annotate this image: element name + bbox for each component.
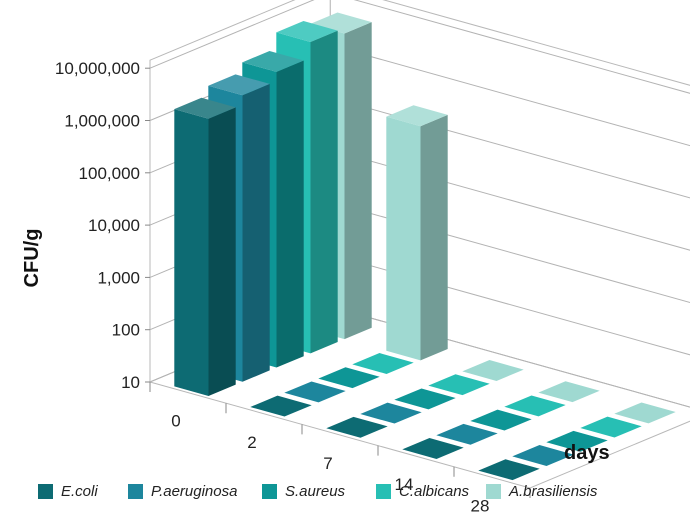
bar: [546, 430, 608, 452]
bars: [174, 12, 676, 481]
bar-top: [394, 388, 456, 410]
bar-top: [478, 459, 540, 481]
bar: [326, 416, 388, 438]
y-tick-label: 1,000,000: [64, 112, 140, 131]
bar: [478, 459, 540, 481]
legend-label: P.aeruginosa: [151, 483, 238, 500]
bar: [402, 438, 464, 459]
y-axis-title: CFU/g: [21, 229, 43, 288]
x-tick-labels: 0 2 7 14 28: [171, 412, 489, 516]
bar-top: [242, 50, 304, 72]
bar-top: [250, 395, 312, 417]
bar-side: [276, 60, 304, 368]
legend-swatch: [128, 484, 143, 499]
bar-top: [470, 409, 532, 431]
bar: [428, 374, 490, 396]
x-tick-label: 7: [323, 454, 332, 473]
bar-top: [614, 402, 676, 424]
y-tick-label: 100,000: [79, 164, 140, 183]
bar: [284, 381, 346, 403]
bar-top: [360, 402, 422, 424]
legend-label: A.brasiliensis: [509, 483, 598, 500]
bar-side: [344, 22, 372, 340]
bar-front: [386, 116, 421, 361]
bar-side: [208, 107, 236, 396]
bar: [174, 97, 236, 396]
bar: [318, 367, 380, 389]
y-tick-label: 10,000,000: [55, 59, 140, 78]
bar-top: [546, 430, 608, 452]
bar-top: [386, 105, 448, 127]
bar-top: [512, 445, 574, 466]
y-tick-label: 1,000: [97, 268, 140, 287]
y-tick-label: 10: [121, 373, 140, 392]
bar-top: [174, 97, 236, 119]
bar: [538, 381, 600, 403]
bar-top: [318, 367, 380, 389]
bar: [614, 402, 676, 424]
y-tick-label: 100: [112, 321, 140, 340]
y-tick-labels: 10 100 1,000 10,000 100,000 1,000,000 10,000,0…: [55, 59, 140, 392]
legend-swatch: [376, 484, 391, 499]
bar-front: [174, 109, 209, 396]
legend-item: P.aeruginosa: [128, 483, 237, 500]
bar-top: [326, 416, 388, 438]
legend-item: E.coli: [38, 483, 98, 500]
x-tick-label: 0: [171, 412, 180, 431]
bar: [580, 416, 642, 438]
legend: E.coli P.aeruginosa S.aureus C.albicans A.br…: [38, 483, 678, 507]
x-axis-title: days: [564, 442, 610, 464]
bar-top: [276, 21, 338, 42]
x-tick-label: 14: [395, 475, 414, 494]
bar: [360, 402, 422, 424]
legend-swatch: [486, 484, 501, 499]
bar: [436, 423, 498, 445]
bar-top: [352, 353, 414, 374]
bar-top: [310, 12, 372, 34]
legend-item: A.brasiliensis: [486, 483, 597, 500]
bar-side: [420, 114, 448, 361]
bar: [386, 105, 448, 361]
legend-swatch: [38, 484, 53, 499]
legend-label: E.coli: [61, 483, 98, 500]
bar-top: [428, 374, 490, 396]
bar-side: [310, 30, 338, 354]
x-tick-label: 28: [471, 496, 490, 515]
y-tick-label: 10,000: [88, 216, 140, 235]
bar: [394, 388, 456, 410]
bar-top: [462, 360, 524, 381]
legend-item: C.albicans: [376, 483, 469, 500]
bar: [462, 360, 524, 381]
legend-item: S.aureus: [262, 483, 345, 500]
legend-label: S.aureus: [285, 483, 346, 500]
bar-side: [242, 83, 270, 382]
bar: [512, 445, 574, 466]
bar: [504, 395, 566, 417]
bar-top: [436, 423, 498, 445]
gridline: [149, 0, 690, 94]
bar-top: [284, 381, 346, 403]
bar-top: [504, 395, 566, 417]
legend-swatch: [262, 484, 277, 499]
bar: [470, 409, 532, 431]
bar-top: [402, 438, 464, 459]
bar: [250, 395, 312, 417]
bar-top: [208, 74, 270, 96]
x-tick-label: 2: [247, 433, 256, 452]
bar-top: [580, 416, 642, 438]
bar-top: [538, 381, 600, 403]
bar: [352, 353, 414, 374]
legend-label: C.albicans: [399, 483, 470, 500]
